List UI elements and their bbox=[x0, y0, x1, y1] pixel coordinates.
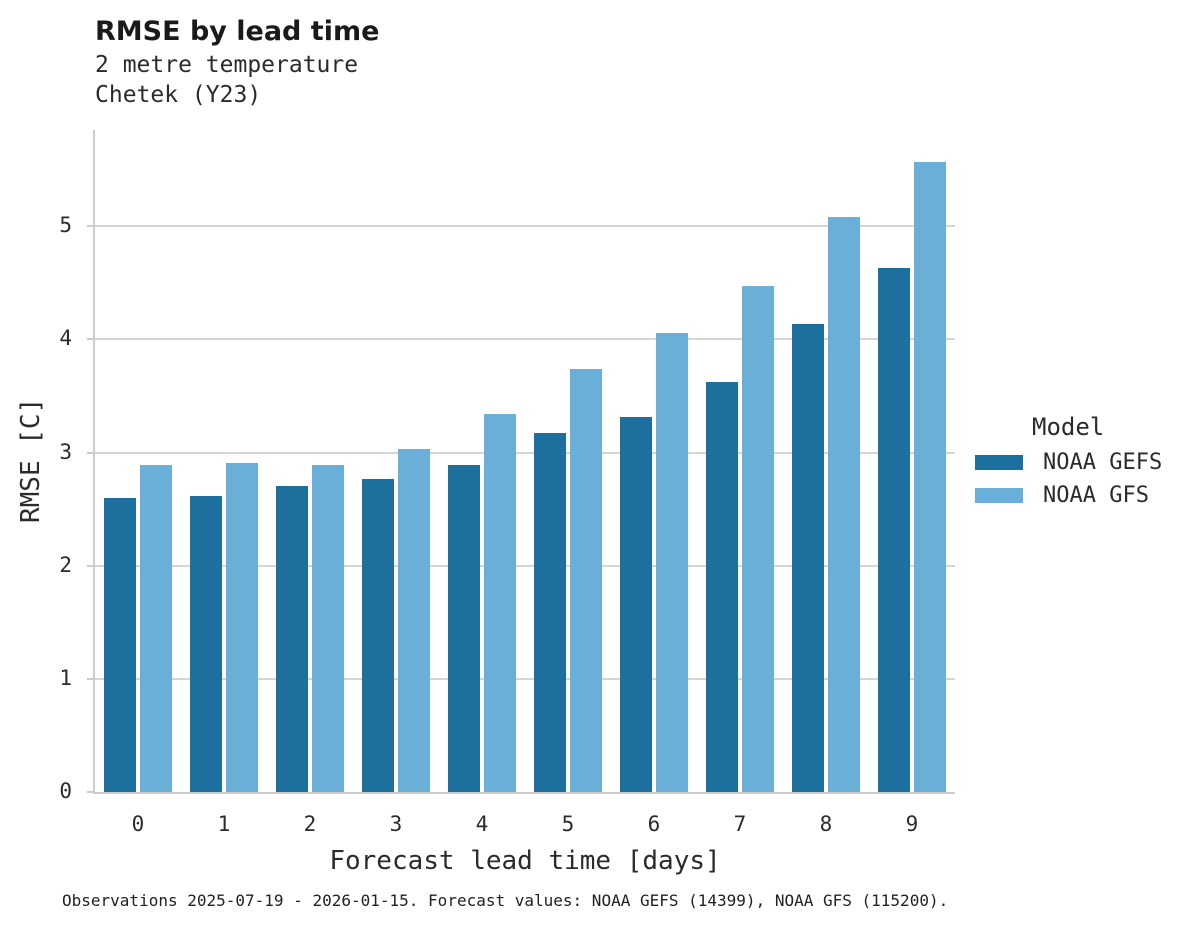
y-tick-1 bbox=[87, 677, 93, 680]
y-tick-label-1: 1 bbox=[59, 665, 72, 690]
x-tick-label-2: 2 bbox=[303, 812, 317, 836]
bar-noaa-gefs-lead-8 bbox=[792, 324, 824, 792]
chart-subtitle: 2 metre temperature Chetek (Y23) bbox=[95, 50, 358, 110]
bar-noaa-gefs-lead-1 bbox=[190, 496, 222, 792]
gridline-y-4 bbox=[93, 338, 955, 341]
y-tick-label-3: 3 bbox=[59, 439, 72, 464]
bar-noaa-gfs-lead-9 bbox=[914, 162, 946, 792]
chart-subtitle-line1: 2 metre temperature bbox=[95, 52, 359, 78]
x-axis-spine bbox=[93, 792, 955, 794]
y-tick-label-0: 0 bbox=[59, 779, 72, 803]
x-tick-label-4: 4 bbox=[475, 812, 489, 836]
legend-title: Model bbox=[1032, 413, 1105, 441]
bar-noaa-gfs-lead-4 bbox=[484, 414, 516, 792]
bar-noaa-gfs-lead-0 bbox=[140, 465, 172, 792]
bar-noaa-gfs-lead-3 bbox=[398, 449, 430, 792]
x-tick-label-7: 7 bbox=[733, 812, 747, 836]
y-tick-3 bbox=[87, 451, 93, 454]
x-tick-label-1: 1 bbox=[217, 812, 231, 836]
gridline-y-2 bbox=[93, 564, 955, 567]
y-tick-label-5: 5 bbox=[59, 213, 72, 238]
bar-noaa-gefs-lead-9 bbox=[878, 268, 910, 792]
legend-label-noaa-gefs: NOAA GEFS bbox=[1043, 450, 1163, 475]
y-tick-label-4: 4 bbox=[59, 326, 72, 351]
gridline-y-5 bbox=[93, 225, 955, 228]
x-tick-label-9: 9 bbox=[905, 812, 919, 836]
bar-noaa-gfs-lead-6 bbox=[656, 333, 688, 792]
y-tick-5 bbox=[87, 225, 93, 228]
gridline-y-1 bbox=[93, 677, 955, 680]
bar-noaa-gfs-lead-8 bbox=[828, 217, 860, 792]
bar-noaa-gefs-lead-3 bbox=[362, 479, 394, 792]
x-axis-title: Forecast lead time [days] bbox=[329, 846, 721, 876]
y-axis-spine bbox=[93, 130, 95, 794]
x-tick-label-5: 5 bbox=[561, 812, 575, 836]
legend-label-noaa-gfs: NOAA GFS bbox=[1043, 483, 1149, 508]
bar-noaa-gfs-lead-5 bbox=[570, 369, 602, 792]
legend-swatch-noaa-gfs bbox=[975, 488, 1023, 503]
x-tick-label-6: 6 bbox=[647, 812, 661, 836]
chart-subtitle-line2: Chetek (Y23) bbox=[95, 82, 262, 108]
y-tick-4 bbox=[87, 338, 93, 341]
gridline-y-3 bbox=[93, 451, 955, 454]
bar-noaa-gefs-lead-2 bbox=[276, 486, 308, 792]
chart-title: RMSE by lead time bbox=[95, 16, 380, 47]
x-tick-label-3: 3 bbox=[389, 812, 403, 836]
bar-noaa-gefs-lead-7 bbox=[706, 382, 738, 792]
x-tick-label-0: 0 bbox=[131, 812, 145, 836]
y-tick-0 bbox=[87, 791, 93, 793]
bar-noaa-gfs-lead-7 bbox=[742, 286, 774, 792]
bar-noaa-gfs-lead-1 bbox=[226, 463, 258, 792]
chart-caption: Observations 2025-07-19 - 2026-01-15. Fo… bbox=[62, 891, 949, 910]
bar-noaa-gefs-lead-5 bbox=[534, 433, 566, 792]
bar-noaa-gefs-lead-6 bbox=[620, 417, 652, 792]
y-tick-2 bbox=[87, 564, 93, 567]
bar-noaa-gefs-lead-0 bbox=[104, 498, 136, 792]
bar-noaa-gefs-lead-4 bbox=[448, 465, 480, 792]
bar-noaa-gfs-lead-2 bbox=[312, 465, 344, 792]
legend-swatch-noaa-gefs bbox=[975, 455, 1023, 470]
x-tick-label-8: 8 bbox=[819, 812, 833, 836]
y-tick-label-2: 2 bbox=[59, 552, 72, 577]
